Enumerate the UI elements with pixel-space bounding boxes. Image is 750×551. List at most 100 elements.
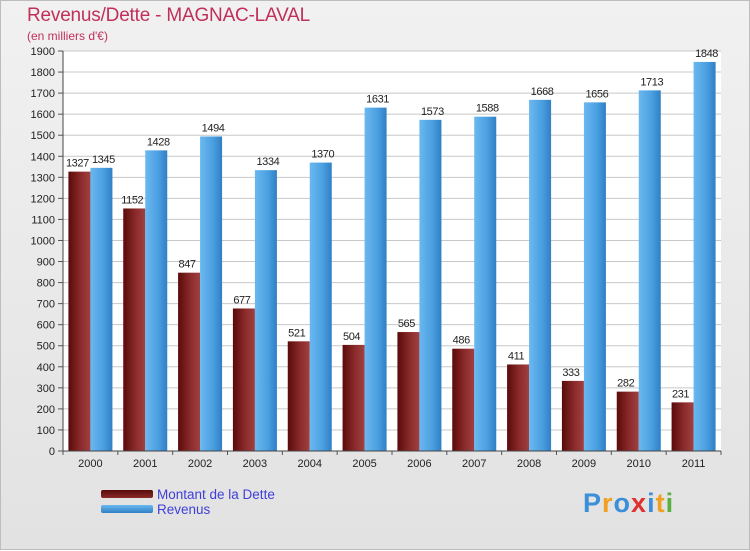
revenue-bar xyxy=(309,162,332,451)
revenue-bar xyxy=(90,167,113,451)
debt-bar xyxy=(68,171,91,451)
debt-bar xyxy=(123,208,146,451)
logo-letter: P xyxy=(583,488,603,518)
chart-subtitle: (en milliers d'€) xyxy=(27,29,108,43)
revenue-value-label: 1573 xyxy=(421,106,444,118)
revenue-bar xyxy=(583,102,606,452)
x-tick-label: 2001 xyxy=(133,458,157,470)
logo-letter: o xyxy=(613,488,632,518)
y-tick-label: 200 xyxy=(37,404,55,416)
logo-letter: i xyxy=(665,488,675,518)
x-tick-label: 2011 xyxy=(682,458,706,470)
y-tick-label: 1100 xyxy=(31,214,55,226)
y-tick-label: 500 xyxy=(37,341,55,353)
x-tick-label: 2008 xyxy=(517,458,541,470)
revenue-value-label: 1713 xyxy=(640,76,663,88)
y-tick-label: 1300 xyxy=(31,172,55,184)
x-tick-label: 2000 xyxy=(78,458,102,470)
legend-label-debt: Montant de la Dette xyxy=(157,487,275,502)
revenue-bar xyxy=(145,150,168,452)
revenue-bar xyxy=(419,119,442,451)
debt-value-label: 1152 xyxy=(121,194,143,206)
debt-bar xyxy=(671,402,694,451)
debt-bar xyxy=(561,380,584,451)
debt-bar xyxy=(397,332,420,451)
debt-bar xyxy=(616,391,639,451)
debt-value-label: 333 xyxy=(562,367,579,379)
x-tick-label: 2006 xyxy=(407,458,431,470)
debt-bar xyxy=(507,364,530,451)
y-tick-label: 1000 xyxy=(31,235,55,247)
revenue-bar xyxy=(529,99,552,451)
y-tick-label: 1700 xyxy=(31,88,55,100)
revenue-value-label: 1345 xyxy=(92,154,115,166)
revenue-value-label: 1588 xyxy=(476,103,499,115)
revenue-value-label: 1494 xyxy=(202,122,225,134)
value-labels: 1327 1345 1152 1428 847 1494 677 1334 521 1370 504… xyxy=(66,48,719,400)
revenue-value-label: 1428 xyxy=(147,136,170,148)
chart-title: Revenus/Dette - MAGNAC-LAVAL xyxy=(27,5,311,26)
y-tick-label: 300 xyxy=(37,383,55,395)
y-tick-label: 1400 xyxy=(31,151,55,163)
debt-value-label: 677 xyxy=(233,294,250,306)
y-tick-label: 600 xyxy=(37,320,55,332)
x-tick-label: 2002 xyxy=(188,458,212,470)
debt-value-label: 565 xyxy=(398,318,415,330)
debt-bar xyxy=(452,348,475,451)
x-tick-label: 2009 xyxy=(572,458,596,470)
revenue-value-label: 1631 xyxy=(366,94,389,106)
debt-value-label: 504 xyxy=(343,331,360,343)
revenue-bar xyxy=(638,90,661,452)
legend-swatch-revenue xyxy=(101,505,153,513)
legend-label-revenue: Revenus xyxy=(157,502,211,517)
y-tick-label: 700 xyxy=(37,299,55,311)
logo-letter: t xyxy=(655,488,666,518)
revenue-bar xyxy=(254,170,277,451)
x-tick-label: 2005 xyxy=(352,458,376,470)
debt-bar xyxy=(342,344,365,451)
revenue-bar xyxy=(474,116,497,452)
revenue-bar xyxy=(200,136,223,451)
debt-bar xyxy=(287,341,310,451)
legend-swatch-debt xyxy=(101,490,153,498)
debt-value-label: 411 xyxy=(508,350,525,362)
revenue-bar xyxy=(693,61,716,452)
grid-lines xyxy=(63,50,721,452)
debt-value-label: 231 xyxy=(672,388,689,400)
plot-background xyxy=(63,51,721,451)
x-tick-label: 2010 xyxy=(627,458,651,470)
y-tick-label: 1800 xyxy=(31,67,55,79)
y-tick-label: 0 xyxy=(49,446,55,458)
debt-bar xyxy=(178,272,201,451)
y-tick-label: 1600 xyxy=(31,109,55,121)
revenue-value-label: 1334 xyxy=(256,156,279,168)
x-tick-label: 2007 xyxy=(462,458,486,470)
debt-value-label: 521 xyxy=(288,327,305,339)
y-tick-label: 800 xyxy=(37,278,55,290)
debt-bar xyxy=(232,308,255,451)
revenue-value-label: 1848 xyxy=(695,48,718,60)
revenue-value-label: 1668 xyxy=(531,86,554,98)
axes: 0 100 200 300 400 500 600 700 800 900 1000 1100 1200… xyxy=(31,46,722,470)
proxiti-logo: Proxiti xyxy=(583,488,674,519)
debt-value-label: 847 xyxy=(179,259,196,271)
y-tick-label: 900 xyxy=(37,257,55,269)
bars xyxy=(68,61,716,452)
logo-letter: i xyxy=(647,488,656,518)
x-tick-label: 2004 xyxy=(298,458,322,470)
y-tick-label: 100 xyxy=(37,425,55,437)
revenue-value-label: 1656 xyxy=(585,88,608,100)
y-tick-label: 1900 xyxy=(31,46,55,58)
y-tick-label: 400 xyxy=(37,362,55,374)
y-tick-label: 1200 xyxy=(31,193,55,205)
x-tick-label: 2003 xyxy=(243,458,267,470)
debt-value-label: 282 xyxy=(617,378,634,390)
revenue-bar xyxy=(364,107,387,451)
y-tick-label: 1500 xyxy=(31,130,55,142)
debt-value-label: 1327 xyxy=(66,158,89,170)
revenue-value-label: 1370 xyxy=(311,149,334,161)
logo-letter: x xyxy=(631,488,648,518)
logo-letter: r xyxy=(602,488,614,518)
